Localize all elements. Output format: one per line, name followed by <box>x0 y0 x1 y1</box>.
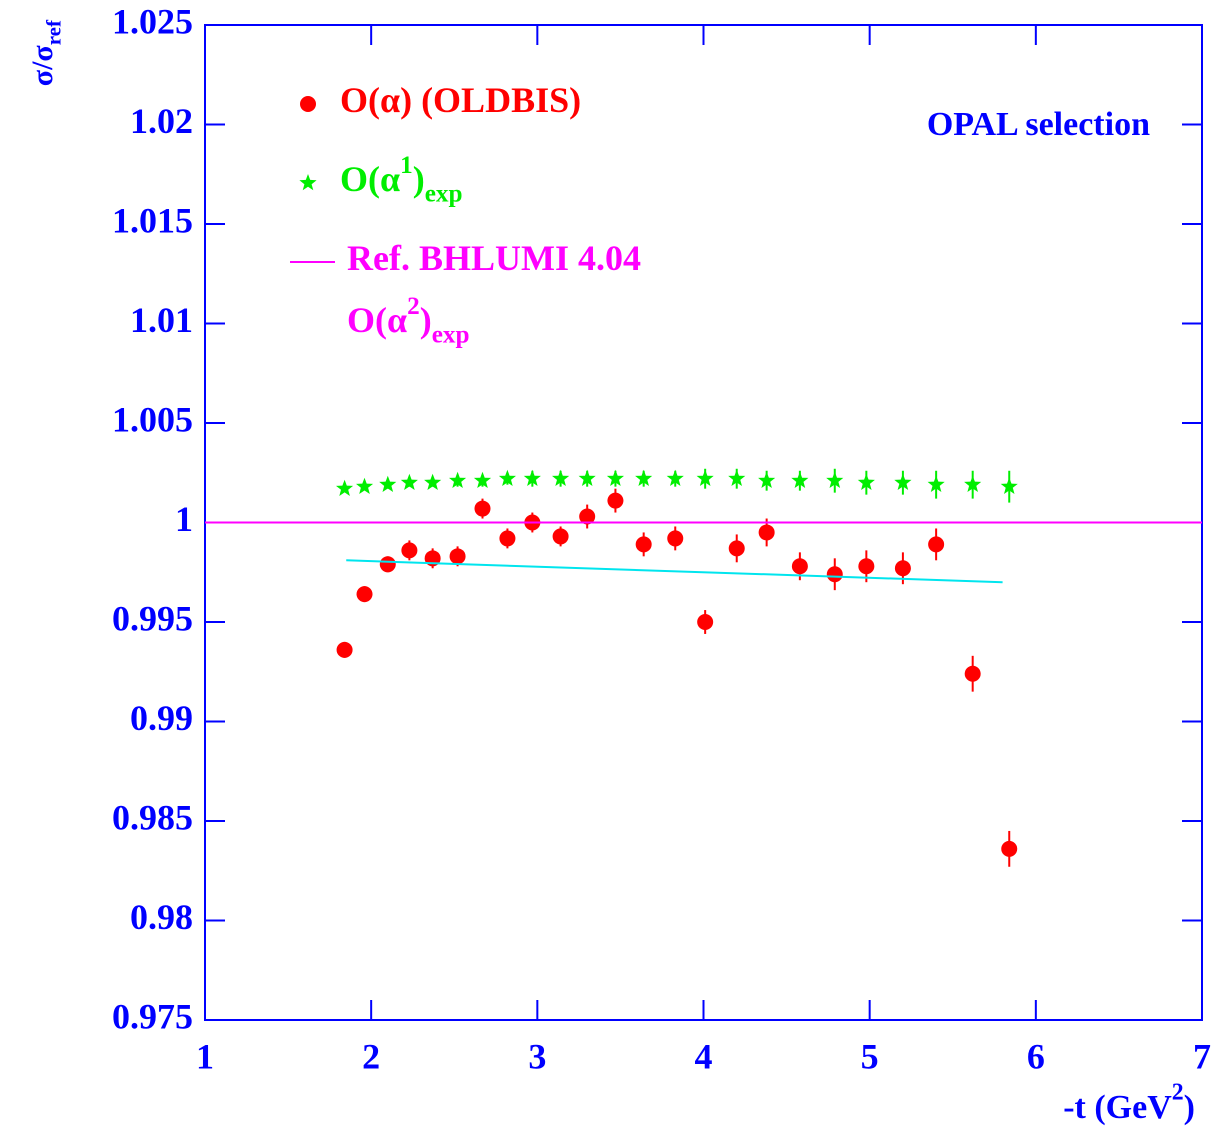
x-axis-label-part: ) <box>1184 1089 1195 1126</box>
data-point <box>400 473 418 490</box>
legend-label-part: Ref. BHLUMI 4.04 <box>347 238 641 278</box>
data-point <box>728 469 746 486</box>
data-point <box>927 475 945 492</box>
data-point <box>499 530 516 547</box>
y-tick-label: 1.015 <box>112 200 193 240</box>
data-point <box>1001 840 1018 857</box>
y-tick-label: 1 <box>175 499 193 539</box>
x-tick-label: 5 <box>861 1036 879 1076</box>
y-tick-label: 1.025 <box>112 1 193 41</box>
series-line <box>346 559 1003 584</box>
legend-marker <box>300 96 316 112</box>
data-point <box>356 586 373 603</box>
y-axis-label: σ/σref <box>26 19 65 86</box>
data-point <box>449 471 467 488</box>
data-point <box>379 475 397 492</box>
data-point <box>449 548 466 565</box>
data-point <box>791 471 809 488</box>
data-point <box>928 536 945 553</box>
data-point <box>1000 477 1018 494</box>
chart-title: OPAL selection <box>927 106 1150 143</box>
data-point <box>635 536 652 553</box>
legend-label: O(α1)exp <box>340 152 462 208</box>
x-tick-label: 7 <box>1193 1036 1211 1076</box>
x-axis-label-part: 2 <box>1172 1080 1184 1106</box>
y-tick-label: 1.01 <box>130 300 193 340</box>
y-tick-label: 0.995 <box>112 598 193 638</box>
data-point <box>498 469 516 486</box>
data-point <box>964 475 982 492</box>
data-point <box>758 471 776 488</box>
data-point <box>826 471 844 488</box>
data-point <box>894 560 911 577</box>
legend-label-part: ) <box>420 300 432 340</box>
x-axis-label: -t (GeV2) <box>1063 1080 1195 1126</box>
data-point <box>336 479 354 496</box>
y-axis-label-part: σ/σ <box>26 45 59 87</box>
legend-label-part: O(α <box>347 300 407 340</box>
data-point <box>379 556 396 573</box>
data-point <box>401 542 418 559</box>
data-point <box>607 492 624 509</box>
y-tick-label: 1.005 <box>112 399 193 439</box>
y-tick-label: 0.99 <box>130 698 193 738</box>
data-point <box>552 528 569 545</box>
data-point <box>696 469 714 486</box>
y-tick-label: 1.02 <box>130 101 193 141</box>
data-point <box>578 469 596 486</box>
x-tick-label: 6 <box>1027 1036 1045 1076</box>
data-point <box>635 469 653 486</box>
data-point <box>826 566 843 583</box>
data-point <box>697 614 714 630</box>
data-point <box>666 469 684 486</box>
data-point <box>579 508 596 525</box>
legend-label-part: exp <box>432 321 470 348</box>
data-point <box>424 473 442 490</box>
data-point <box>758 524 775 541</box>
data-point <box>894 473 912 490</box>
y-axis-label-part: ref <box>41 19 65 45</box>
data-point <box>858 558 875 575</box>
y-tick-label: 0.98 <box>130 897 193 937</box>
legend-marker <box>299 174 317 191</box>
data-point <box>523 469 541 486</box>
data-point <box>336 641 353 658</box>
data-point <box>964 665 981 682</box>
x-tick-label: 1 <box>196 1036 214 1076</box>
y-tick-label: 0.985 <box>112 797 193 837</box>
x-tick-label: 2 <box>362 1036 380 1076</box>
x-axis-label-part: -t (GeV <box>1063 1089 1172 1126</box>
legend-label-part: exp <box>425 180 463 207</box>
y-tick-label: 0.975 <box>112 996 193 1036</box>
legend-label-part: 2 <box>407 293 420 320</box>
x-tick-label: 4 <box>695 1036 713 1076</box>
x-tick-label: 3 <box>528 1036 546 1076</box>
legend-label-part: 1 <box>400 152 413 179</box>
legend-label-part: ) <box>413 159 425 199</box>
data-point <box>667 530 684 547</box>
data-point <box>356 477 374 494</box>
data-point <box>552 469 570 486</box>
data-point <box>728 540 745 557</box>
data-point <box>857 473 875 490</box>
data-point <box>606 469 624 486</box>
legend-label-part: O(α <box>340 159 400 199</box>
legend-label: Ref. BHLUMI 4.04 <box>347 238 641 278</box>
legend-label: O(α2)exp <box>347 293 469 349</box>
legend-label: O(α) (OLDBIS) <box>340 80 581 120</box>
data-point <box>474 500 491 517</box>
legend-label-part: O(α) (OLDBIS) <box>340 80 581 120</box>
data-point <box>473 471 492 488</box>
data-point <box>791 558 808 575</box>
